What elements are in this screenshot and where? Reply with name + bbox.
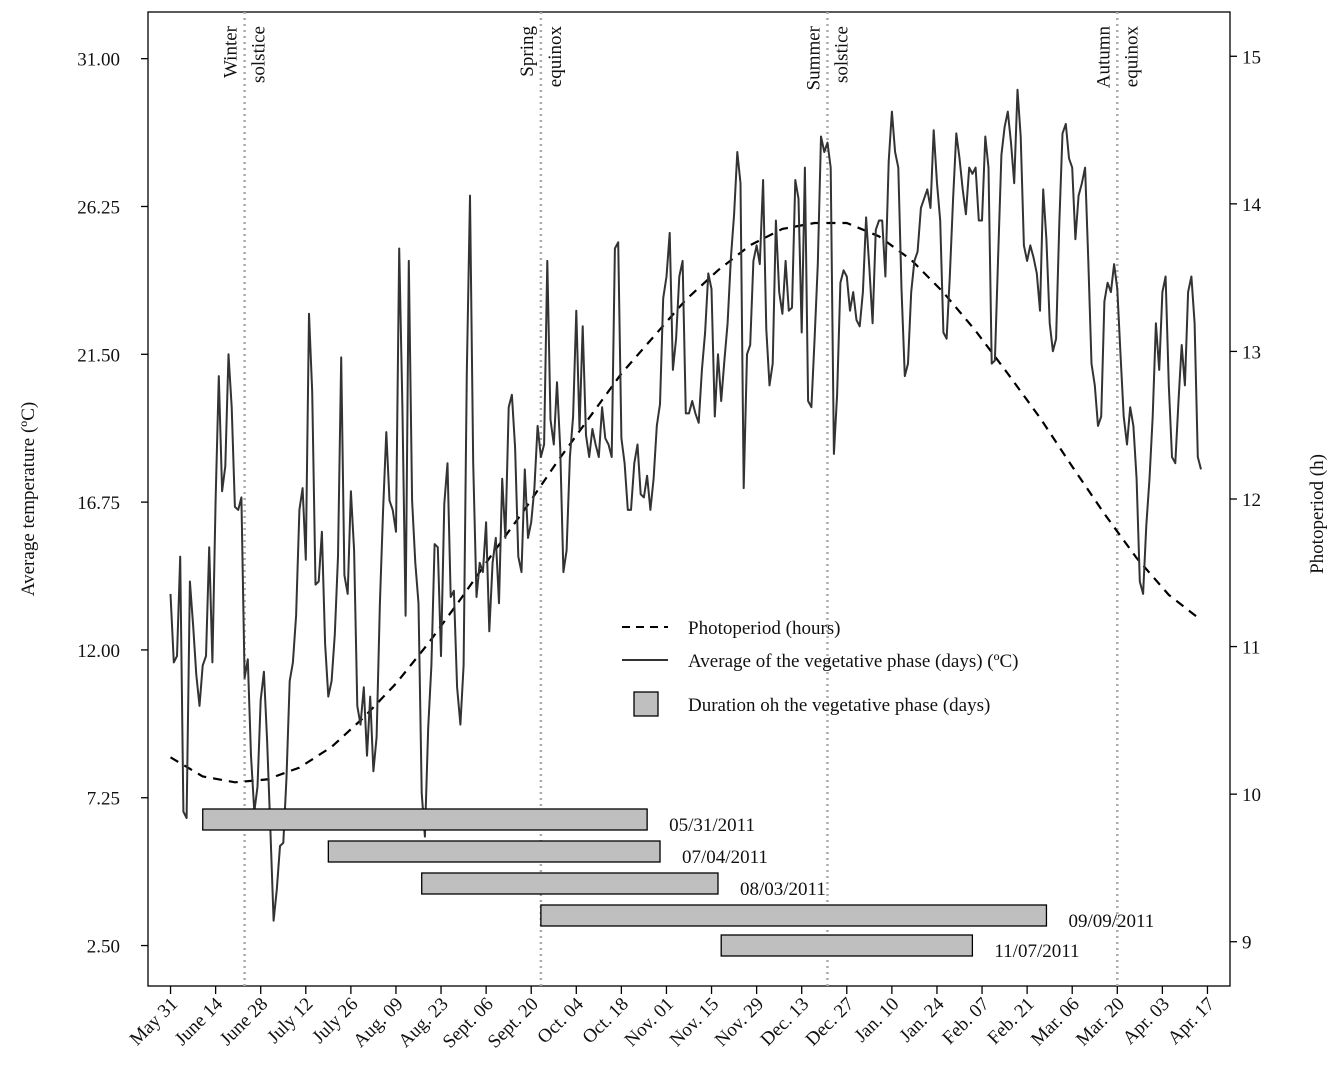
reference-label-0-1: solstice <box>249 26 270 83</box>
reference-label-0-0: Winter <box>221 25 242 78</box>
left-tick-label-1: 7.25 <box>87 789 120 810</box>
x-tick-label-8: Sept. 20 <box>484 994 543 1053</box>
legend-label-temperature: Average of the vegetative phase (days) (… <box>688 651 1019 672</box>
x-tick-label-12: Nov. 15 <box>666 994 723 1051</box>
x-tick-label-0: May 31 <box>126 994 182 1050</box>
x-tick-label-9: Oct. 04 <box>533 993 588 1048</box>
right-axis-ticks: 9 10 11 12 13 14 15 <box>1230 47 1262 954</box>
reference-label-1-1: equinox <box>545 26 566 88</box>
x-tick-label-17: Jan. 24 <box>896 993 949 1046</box>
duration-bar-label-4: 11/07/2011 <box>994 941 1079 962</box>
left-tick-label-0: 2.50 <box>87 937 120 958</box>
duration-bars: 05/31/2011 07/04/2011 08/03/2011 09/09/2011… <box>202 808 1154 962</box>
x-tick-label-2: June 28 <box>216 994 272 1050</box>
duration-bar-2 <box>421 872 719 895</box>
duration-bar-3 <box>540 904 1048 927</box>
right-axis-label: Photoperiod (h) <box>1307 454 1328 574</box>
left-axis-label: Average temperature (ºC) <box>18 402 39 596</box>
duration-bar-1 <box>327 840 661 863</box>
left-tick-label-3: 16.75 <box>77 493 120 514</box>
duration-bar-label-3: 09/09/2011 <box>1068 911 1154 932</box>
reference-label-3-0: Autumn <box>1093 26 1114 89</box>
right-tick-label-0: 9 <box>1242 933 1252 954</box>
duration-bar-label-1: 07/04/2011 <box>682 847 768 868</box>
x-tick-label-18: Feb. 07 <box>938 994 993 1049</box>
reference-label-2-1: solstice <box>831 26 852 83</box>
x-tick-label-1: June 14 <box>171 993 228 1050</box>
left-tick-label-5: 26.25 <box>77 197 120 218</box>
right-tick-label-4: 13 <box>1242 342 1261 363</box>
photoperiod-series <box>169 221 1202 784</box>
right-tick-label-5: 14 <box>1242 195 1262 216</box>
right-tick-label-6: 15 <box>1242 47 1261 68</box>
left-tick-label-6: 31.00 <box>77 50 120 71</box>
reference-lines: Winter solstice Spring equinox Summer solstic… <box>221 12 1142 986</box>
right-tick-label-3: 12 <box>1242 490 1261 511</box>
x-tick-label-5: Aug. 09 <box>349 994 407 1052</box>
legend-label-photoperiod: Photoperiod (hours) <box>688 618 841 639</box>
x-tick-label-14: Dec. 13 <box>757 994 814 1051</box>
plot-frame <box>147 11 1231 987</box>
x-tick-label-19: Feb. 21 <box>984 994 1039 1049</box>
duration-bar-4 <box>720 934 974 957</box>
temperature-series <box>169 88 1202 922</box>
x-tick-label-16: Jan. 10 <box>850 994 903 1047</box>
x-tick-label-3: July 12 <box>263 994 317 1048</box>
duration-bar-label-2: 08/03/2011 <box>740 879 826 900</box>
reference-label-3-1: equinox <box>1121 26 1142 88</box>
left-tick-label-2: 12.00 <box>77 641 120 662</box>
left-tick-label-4: 21.50 <box>77 345 120 366</box>
legend: Photoperiod (hours) Average of the veget… <box>622 618 1019 717</box>
duration-bar-0 <box>202 808 648 831</box>
x-tick-label-21: Mar. 20 <box>1072 994 1129 1051</box>
reference-label-1-0: Spring <box>517 26 538 77</box>
x-tick-label-20: Mar. 06 <box>1027 994 1084 1051</box>
x-tick-label-23: Apr. 17 <box>1164 994 1219 1049</box>
temperature-line <box>169 88 1202 922</box>
duration-bar-label-0: 05/31/2011 <box>669 815 755 836</box>
legend-label-duration: Duration oh the vegetative phase (days) <box>688 695 990 716</box>
x-tick-label-22: Apr. 03 <box>1119 994 1174 1049</box>
reference-label-2-0: Summer <box>803 25 824 90</box>
x-tick-label-15: Dec. 27 <box>802 994 859 1051</box>
right-tick-label-1: 10 <box>1242 785 1261 806</box>
photoperiod-line <box>169 221 1202 784</box>
right-tick-label-2: 11 <box>1242 638 1260 659</box>
x-tick-label-13: Nov. 29 <box>711 994 768 1051</box>
x-tick-label-11: Nov. 01 <box>621 994 678 1051</box>
legend-box-icon <box>633 691 659 717</box>
left-axis-ticks: 2.50 7.25 12.00 16.75 21.50 26.25 31.00 <box>77 50 148 958</box>
